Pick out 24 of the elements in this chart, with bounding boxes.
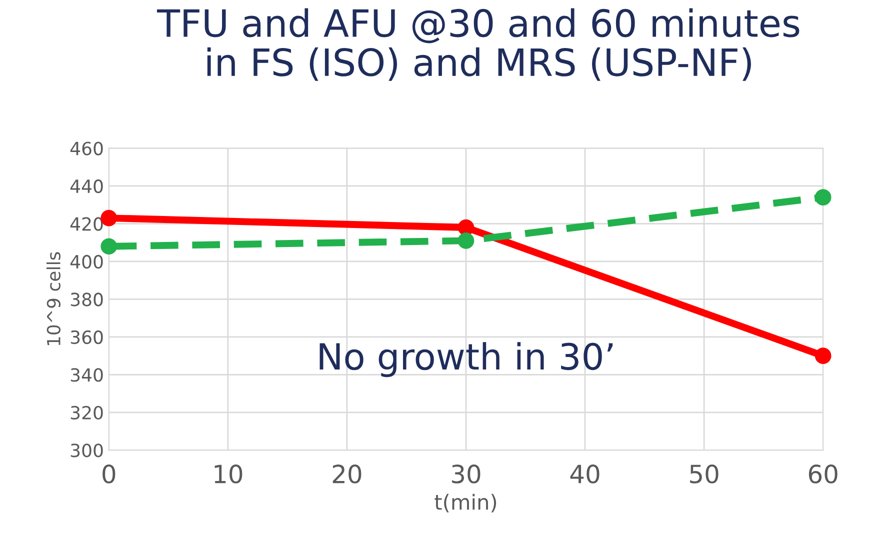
x-tick-label: 30 [452,464,480,484]
y-tick-label: 380 [70,292,103,306]
point [814,348,832,364]
y-axis-title: 10^9 cells [46,252,60,346]
x-tick-label: 10 [214,464,242,484]
y-tick-label: 420 [70,217,103,231]
x-tick-label: 40 [570,464,600,484]
y-tick-label: 300 [70,444,103,458]
x-tick-label: 60 [808,464,838,484]
y-tick-label: 360 [70,330,103,344]
y-tick-label: 400 [70,254,103,269]
point [814,189,832,206]
x-tick-label: 0 [102,464,116,484]
x-axis-title: t(min) [434,494,496,512]
y-tick-label: 440 [70,179,103,194]
y-tick-label: 340 [70,368,103,382]
x-tick-label: 20 [332,464,362,484]
y-tick-label: 460 [70,142,103,156]
annotation: No growth in 30’ [320,342,613,378]
point [458,232,474,249]
chart-title: TFU and AFU @30 and 60 minutes in FS (ISO) and MRS (USP-NF) [156,8,800,81]
point [100,238,118,255]
x-tick-label: 50 [690,464,718,484]
y-tick-label: 320 [70,406,103,420]
